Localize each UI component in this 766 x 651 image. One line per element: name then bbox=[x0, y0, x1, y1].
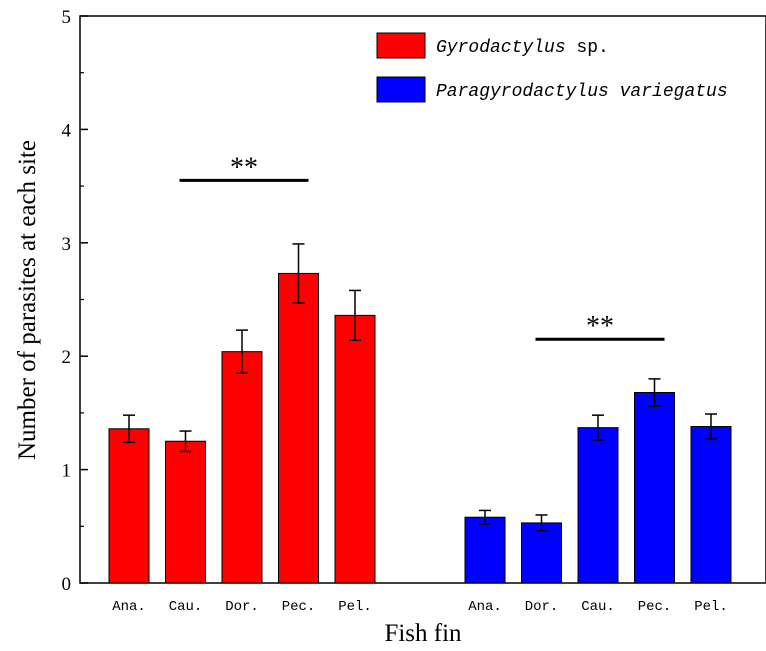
x-tick-label: Pel. bbox=[338, 599, 372, 615]
bar bbox=[634, 391, 675, 584]
bars bbox=[108, 243, 732, 584]
legend: Gyrodactylus sp. Paragyrodactylus variega… bbox=[376, 32, 728, 103]
x-tick-label: Pel. bbox=[694, 599, 728, 615]
significance-markers: ** ** bbox=[179, 152, 665, 342]
x-tick-label: Pec. bbox=[282, 599, 316, 615]
y-axis-label: Number of parasites at each site bbox=[14, 140, 41, 460]
bar bbox=[221, 351, 263, 584]
bar bbox=[165, 440, 206, 584]
x-tick-label: Cau. bbox=[169, 599, 203, 615]
y-tick-label: 2 bbox=[62, 347, 72, 368]
bar bbox=[278, 272, 319, 584]
y-axis: 0 1 2 3 4 5 bbox=[62, 7, 88, 595]
bar bbox=[334, 314, 376, 584]
y-tick-label: 1 bbox=[62, 461, 72, 482]
x-tick-label: Pec. bbox=[638, 599, 672, 615]
bar bbox=[521, 522, 562, 584]
legend-label: Paragyrodactylus variegatus bbox=[436, 82, 728, 102]
legend-swatch bbox=[376, 76, 426, 103]
y-tick-label: 4 bbox=[62, 120, 72, 141]
significance-label: ** bbox=[586, 311, 614, 342]
legend-swatch bbox=[376, 32, 426, 59]
x-tick-label: Dor. bbox=[525, 599, 559, 615]
x-tick-label: Ana. bbox=[112, 599, 146, 615]
significance-label: ** bbox=[230, 152, 258, 183]
bar bbox=[108, 428, 150, 584]
y-tick-label: 0 bbox=[62, 574, 72, 595]
y-tick-label: 5 bbox=[62, 7, 72, 28]
bar bbox=[464, 516, 506, 584]
x-tick-label: Ana. bbox=[468, 599, 502, 615]
x-tick-label: Dor. bbox=[225, 599, 259, 615]
x-tick-label: Cau. bbox=[581, 599, 615, 615]
bar bbox=[690, 426, 732, 584]
x-axis-label: Fish fin bbox=[384, 620, 462, 647]
legend-label: Gyrodactylus sp. bbox=[436, 38, 609, 58]
x-axis: Ana. Cau. Dor. Pec. Pel. Ana. Dor. Cau. Pec. Pel. bbox=[112, 599, 728, 615]
y-tick-label: 3 bbox=[62, 234, 72, 255]
bar bbox=[577, 427, 619, 584]
